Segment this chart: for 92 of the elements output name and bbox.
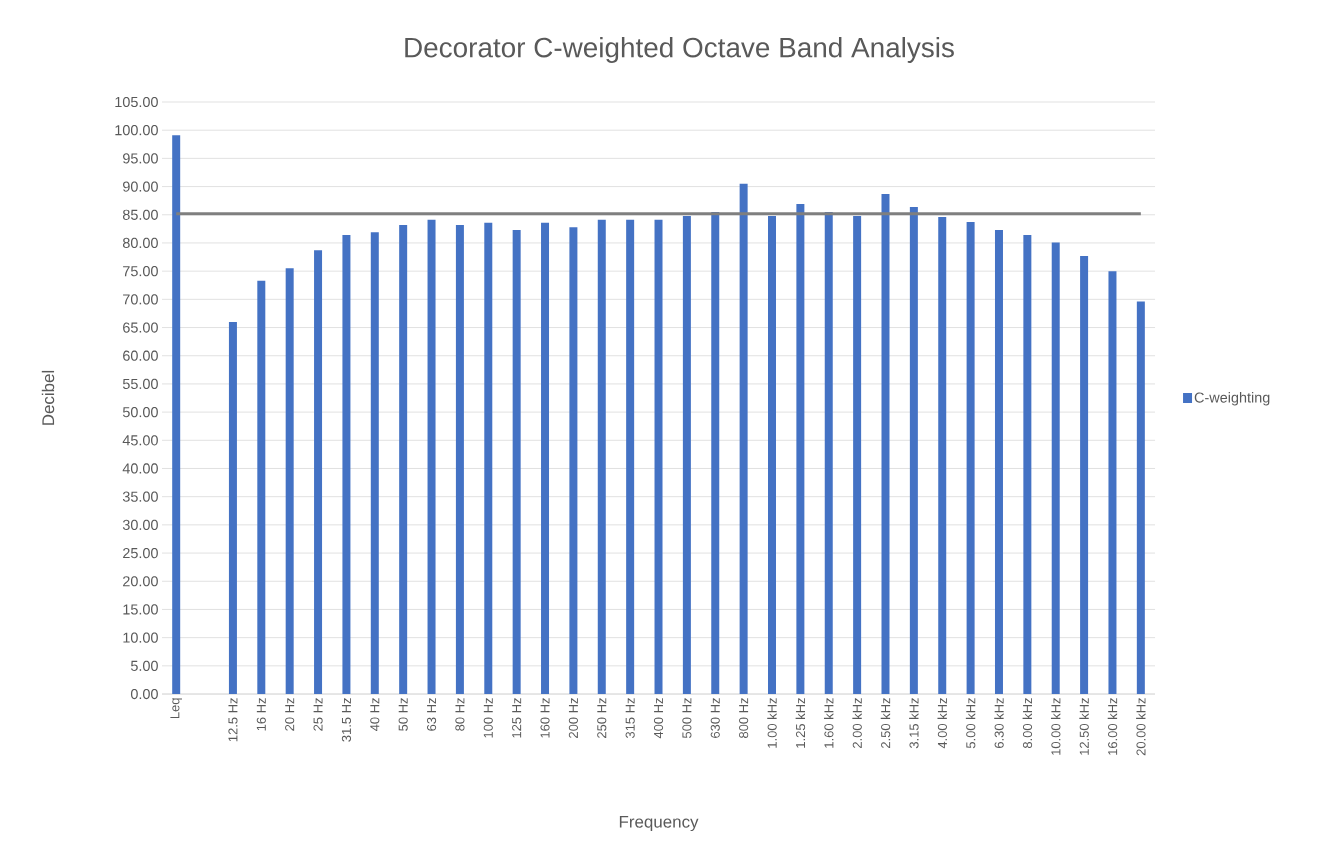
y-tick-label: 105.00 [115,96,158,108]
y-tick-label: 0.00 [130,688,158,700]
y-tick-label: 35.00 [122,491,158,502]
legend-label: C-weighting [1194,392,1270,406]
bar [1051,242,1060,695]
bar [881,193,890,695]
bar [1108,271,1117,695]
x-tick-label: 2.50 kHz [880,698,891,748]
bar [427,219,436,695]
bar [172,135,181,695]
bar [768,215,776,695]
bar [909,206,918,695]
x-tick-label: 8.00 kHz [1022,698,1033,749]
x-tick-label: 250 Hz [597,698,607,738]
x-tick-label: 1.25 kHz [795,698,806,748]
x-tick-label: 80 Hz [455,698,465,731]
x-tick-label: 1.60 kHz [823,698,834,748]
bar [626,219,635,695]
bar [484,222,493,695]
x-tick-label: 3.15 kHz [909,698,919,749]
x-tick-label: Leq [170,698,182,719]
y-tick-label: 15.00 [123,604,158,615]
chart-title: Decorator C-weighted Octave Band Analysis [405,37,954,63]
y-tick-label: 85.00 [122,209,158,220]
x-tick-label: 50 Hz [398,698,408,731]
y-tick-label: 75.00 [123,266,158,277]
bar [257,280,266,695]
x-tick-label: 63 Hz [426,698,437,731]
bar [1136,301,1145,695]
y-tick-label: 55.00 [122,378,158,390]
x-tick-label: 800 Hz [739,698,749,739]
bar [512,229,521,695]
y-tick-label: 95.00 [123,153,158,164]
y-tick-label: 90.00 [123,181,158,192]
y-tick-label: 65.00 [123,322,158,333]
y-tick-label: 10.00 [123,632,158,643]
x-tick-label: 10.00 kHz [1050,698,1061,755]
y-axis-title: Decibel [41,370,55,425]
bar [682,215,691,695]
y-tick-label: 80.00 [122,237,158,249]
x-tick-label: 16 Hz [256,698,266,731]
y-tick-label: 30.00 [122,519,158,530]
bar [739,183,748,695]
y-tick-label: 100.00 [115,125,158,136]
bar [1023,235,1032,695]
x-tick-label: 20.00 kHz [1136,698,1146,756]
bar [1080,255,1089,695]
x-tick-label: 160 Hz [540,698,550,738]
x-tick-label: 200 Hz [568,698,578,738]
x-tick-label: 315 Hz [625,698,635,739]
bar [569,227,578,695]
bar [228,321,237,695]
bar [285,268,294,695]
bar [399,224,408,695]
y-tick-label: 70.00 [123,294,158,305]
x-tick-label: 1.00 kHz [767,698,777,748]
bar [342,235,351,695]
x-tick-label: 400 Hz [653,698,664,739]
x-tick-label: 40 Hz [370,698,380,732]
y-tick-label: 5.00 [130,660,158,671]
x-tick-label: 25 Hz [313,698,323,731]
x-tick-label: 4.00 kHz [937,698,947,749]
bar [938,217,947,695]
y-tick-label: 45.00 [122,435,158,446]
x-tick-label: 630 Hz [710,698,720,738]
x-tick-label: 6.30 kHz [994,698,1004,748]
x-tick-label: 125 Hz [512,698,522,738]
bar [314,250,323,695]
x-tick-label: 31.5 Hz [341,698,352,742]
y-tick-label: 50.00 [122,406,158,418]
bar [796,204,805,695]
x-tick-label: 12.50 kHz [1079,698,1089,755]
y-tick-label: 40.00 [122,463,158,474]
x-tick-label: 100 Hz [483,698,493,738]
bar [654,219,663,695]
bar [966,222,975,695]
y-tick-label: 25.00 [123,547,158,559]
y-tick-label: 20.00 [123,576,158,587]
x-tick-label: 12.5 Hz [228,698,238,742]
y-tick-label: 60.00 [123,350,158,361]
bar [455,224,464,695]
x-tick-label: 500 Hz [682,698,692,739]
bar [370,232,379,695]
x-tick-label: 5.00 kHz [965,698,976,749]
bar [541,222,550,695]
x-tick-label: 20 Hz [285,698,295,731]
bar [853,215,862,695]
bar [994,229,1003,695]
x-axis-title: Frequency [619,815,699,832]
x-tick-label: 2.00 kHz [852,698,862,748]
bar [597,219,606,695]
x-tick-label: 16.00 kHz [1107,698,1118,755]
